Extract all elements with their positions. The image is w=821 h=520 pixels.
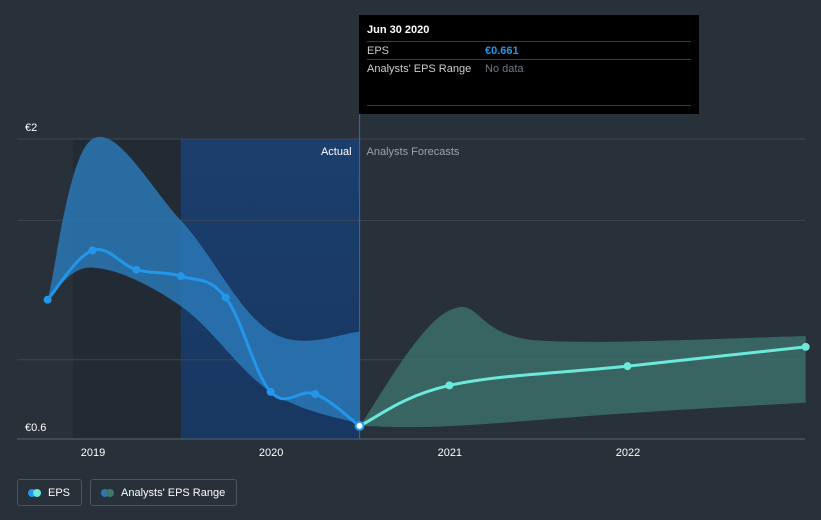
x-tick-label: 2021 bbox=[438, 447, 462, 459]
tooltip-range-value: No data bbox=[485, 62, 524, 75]
x-tick-label: 2022 bbox=[616, 447, 640, 459]
range-swatch-dot bbox=[101, 488, 110, 497]
eps-point bbox=[311, 390, 320, 398]
legend-eps-label: EPS bbox=[48, 486, 71, 499]
eps-point bbox=[43, 295, 52, 304]
tooltip-range-label: Analysts' EPS Range bbox=[367, 62, 472, 75]
x-tick-label: 2020 bbox=[259, 447, 283, 459]
tooltip-row-range: Analysts' EPS Range No data bbox=[367, 59, 691, 77]
eps-point bbox=[132, 265, 141, 274]
tooltip-eps-value: €0.661 bbox=[485, 44, 519, 57]
tooltip-date: Jun 30 2020 bbox=[367, 24, 430, 36]
legend-item-eps[interactable]: EPS bbox=[17, 479, 83, 506]
y-tick-label: €0.6 bbox=[25, 422, 46, 434]
eps-point bbox=[354, 420, 365, 431]
tooltip-eps-label: EPS bbox=[367, 44, 390, 57]
tooltip-divider bbox=[367, 105, 691, 106]
eps-forecast-point bbox=[801, 342, 810, 351]
range-forecast-swatch-dot bbox=[106, 488, 115, 497]
eps-point bbox=[176, 272, 185, 281]
tooltip: Jun 30 2020 EPS €0.661 Analysts' EPS Ran… bbox=[359, 15, 699, 114]
legend: EPS Analysts' EPS Range bbox=[17, 479, 238, 506]
x-tick-label: 2019 bbox=[81, 447, 105, 459]
forecast-range-area bbox=[359, 306, 806, 428]
eps-forecast-line bbox=[358, 345, 808, 428]
forecast-period-label: Analysts Forecasts bbox=[367, 146, 460, 158]
eps-forecast-point bbox=[623, 362, 632, 371]
eps-point bbox=[221, 293, 230, 302]
eps-swatch-icon bbox=[28, 488, 42, 497]
eps-forecast-swatch-dot bbox=[33, 488, 41, 497]
eps-swatch-dot bbox=[28, 488, 36, 497]
legend-range-label: Analysts' EPS Range bbox=[121, 486, 226, 499]
eps-point bbox=[266, 387, 275, 396]
eps-forecast-point bbox=[445, 381, 454, 390]
y-tick-label: €2 bbox=[25, 122, 37, 134]
eps-point bbox=[88, 246, 97, 255]
actual-period-label: Actual bbox=[321, 146, 352, 158]
tooltip-row-eps: EPS €0.661 bbox=[367, 41, 691, 59]
range-swatch-icon bbox=[101, 488, 115, 497]
eps-chart: €2 €0.6 2019 2020 2021 2022 Actual Analysts For… bbox=[17, 110, 810, 459]
legend-item-eps-range[interactable]: Analysts' EPS Range bbox=[90, 479, 238, 506]
